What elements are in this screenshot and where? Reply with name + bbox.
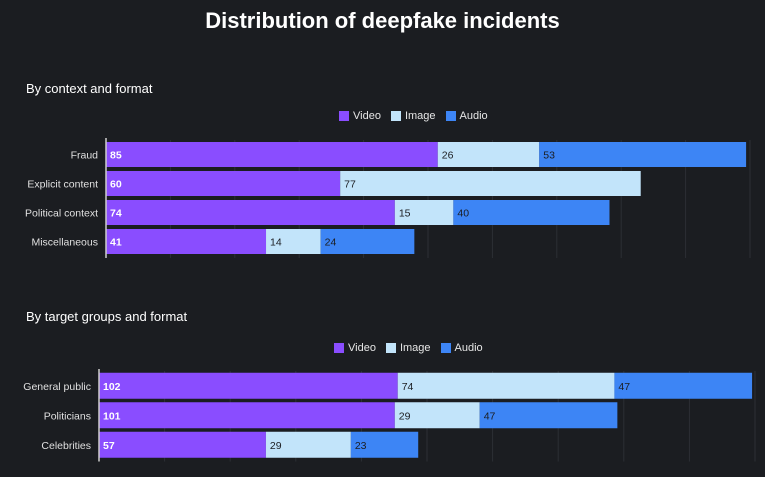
bar-video[interactable]	[99, 431, 266, 458]
data-label-video: 102	[103, 381, 121, 393]
data-label-audio: 23	[355, 440, 367, 452]
data-label-audio: 47	[484, 410, 496, 422]
legend-swatch-video	[334, 343, 344, 353]
legend-swatch-video	[339, 111, 349, 121]
category-label: Miscellaneous	[31, 237, 98, 249]
bar-image[interactable]	[266, 229, 321, 254]
legend-item-audio[interactable]: Audio	[440, 342, 483, 354]
data-label-audio: 47	[618, 381, 630, 393]
chart-title-context: By context and format	[26, 81, 153, 96]
data-label-image: 14	[270, 237, 282, 249]
legend-item-image[interactable]: Image	[390, 110, 436, 122]
data-label-video: 101	[103, 410, 121, 422]
bar-image[interactable]	[340, 171, 641, 196]
data-label-image: 74	[402, 381, 414, 393]
legend-item-video[interactable]: Video	[339, 110, 381, 122]
legend-item-audio[interactable]: Audio	[445, 110, 488, 122]
legend-label-image: Image	[404, 110, 436, 122]
bar-image[interactable]	[397, 372, 615, 399]
data-label-audio: 24	[325, 237, 337, 249]
legend-label-video: Video	[348, 342, 376, 354]
bar-video[interactable]	[99, 372, 398, 399]
chart-title-target: By target groups and format	[26, 309, 188, 324]
bar-audio[interactable]	[479, 402, 618, 429]
data-label-image: 77	[344, 179, 356, 191]
legend-label-audio: Audio	[454, 342, 483, 354]
data-label-video: 60	[110, 179, 122, 191]
data-label-image: 26	[442, 150, 454, 162]
data-label-video: 57	[103, 440, 115, 452]
category-label: Political context	[25, 208, 98, 220]
data-label-audio: 40	[457, 208, 469, 220]
bar-video[interactable]	[106, 171, 341, 196]
legend-label-video: Video	[353, 110, 381, 122]
bar-image[interactable]	[394, 200, 454, 225]
legend-swatch-image	[390, 111, 401, 121]
data-label-video: 74	[110, 208, 122, 220]
bar-image[interactable]	[394, 402, 480, 429]
data-label-video: 41	[110, 237, 122, 249]
data-label-image: 29	[270, 440, 282, 452]
legend-context: Video Image Audio	[339, 110, 488, 122]
legend-swatch-audio	[440, 343, 451, 353]
category-label: Celebrities	[41, 440, 91, 452]
bar-image[interactable]	[437, 142, 540, 167]
data-label-image: 15	[399, 208, 411, 220]
bar-image[interactable]	[265, 431, 351, 458]
page-title: Distribution of deepfake incidents	[205, 8, 560, 33]
legend-item-video[interactable]: Video	[334, 342, 376, 354]
legend-swatch-audio	[445, 111, 456, 121]
data-label-audio: 53	[543, 150, 555, 162]
legend-swatch-image	[385, 343, 396, 353]
bar-audio[interactable]	[614, 372, 753, 399]
category-label: Fraud	[71, 150, 99, 162]
bar-audio[interactable]	[539, 142, 747, 167]
bar-video[interactable]	[106, 142, 438, 167]
bar-video[interactable]	[106, 200, 395, 225]
category-label: Politicians	[44, 410, 91, 422]
category-label: General public	[23, 381, 91, 393]
legend-label-audio: Audio	[459, 110, 488, 122]
bar-audio[interactable]	[320, 229, 415, 254]
legend-target: Video Image Audio	[334, 342, 483, 354]
bar-audio[interactable]	[350, 431, 419, 458]
data-label-video: 85	[110, 150, 122, 162]
bar-audio[interactable]	[453, 200, 610, 225]
category-label: Explicit content	[27, 179, 98, 191]
legend-label-image: Image	[399, 342, 431, 354]
legend-item-image[interactable]: Image	[385, 342, 431, 354]
data-label-image: 29	[399, 410, 411, 422]
bar-video[interactable]	[106, 229, 267, 254]
bar-video[interactable]	[99, 402, 395, 429]
